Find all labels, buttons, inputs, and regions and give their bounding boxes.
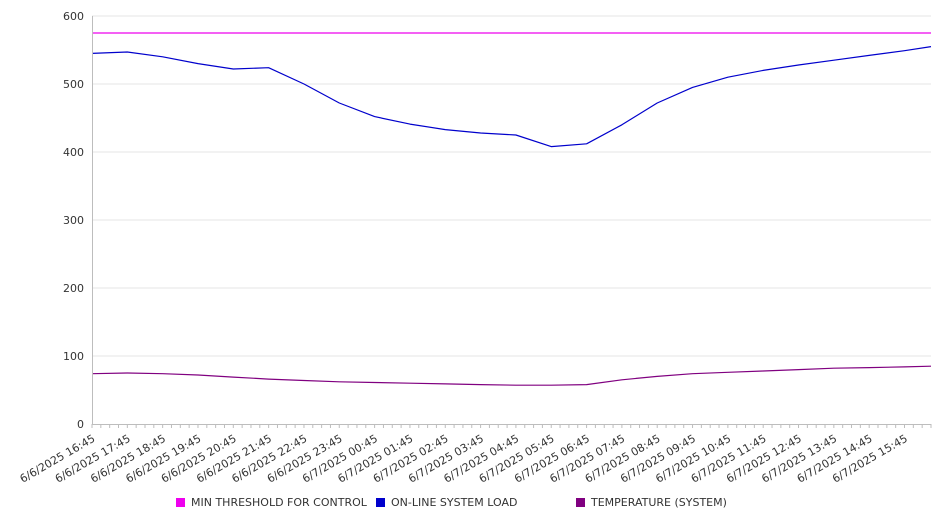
legend-label-system-load: ON-LINE SYSTEM LOAD	[391, 496, 518, 509]
y-tick-label: 100	[63, 350, 84, 363]
legend-item-temperature[interactable]: TEMPERATURE (SYSTEM)	[576, 496, 727, 509]
legend-item-system-load[interactable]: ON-LINE SYSTEM LOAD	[376, 496, 517, 509]
series-line-3	[91, 365, 932, 386]
y-tick-label: 0	[77, 418, 84, 431]
y-tick-labels: 0 100 200 300 400 500 600	[63, 10, 84, 431]
series-lines	[91, 32, 932, 386]
legend-item-min-threshold[interactable]: MIN THRESHOLD FOR CONTROL	[176, 496, 367, 509]
legend-label-min-threshold: MIN THRESHOLD FOR CONTROL	[191, 496, 367, 509]
legend-swatch-system-load	[376, 498, 385, 507]
legend-swatch-temperature	[576, 498, 585, 507]
y-tick-label: 300	[63, 214, 84, 227]
y-tick-label: 200	[63, 282, 84, 295]
y-tick-label: 500	[63, 78, 84, 91]
y-tick-label: 400	[63, 146, 84, 159]
gridlines	[92, 15, 931, 357]
legend-swatch-min-threshold	[176, 498, 185, 507]
legend-label-temperature: TEMPERATURE (SYSTEM)	[591, 496, 727, 509]
y-tick-label: 600	[63, 10, 84, 23]
chart-legend: MIN THRESHOLD FOR CONTROL ON-LINE SYSTEM…	[0, 496, 946, 516]
axes	[91, 16, 932, 428]
series-line-2	[91, 46, 932, 148]
x-tick-labels: 6/6/2025 16:456/6/2025 17:456/6/2025 18:…	[18, 432, 910, 486]
